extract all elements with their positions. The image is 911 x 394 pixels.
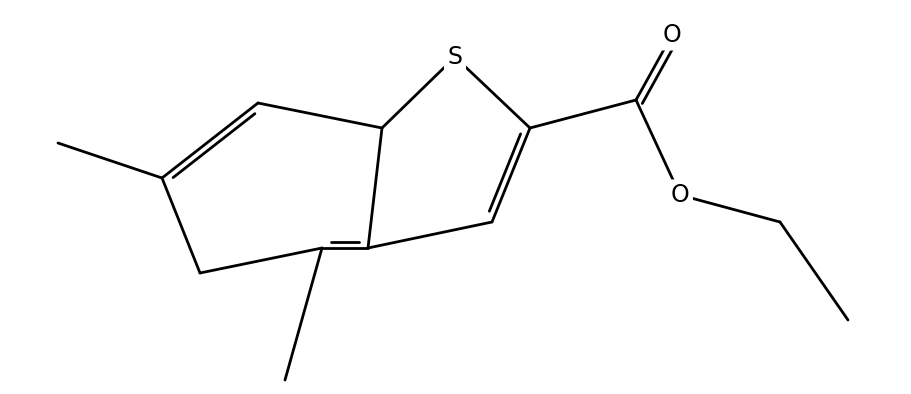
Text: O: O xyxy=(662,23,681,47)
Text: S: S xyxy=(447,45,462,69)
Text: O: O xyxy=(670,183,689,207)
